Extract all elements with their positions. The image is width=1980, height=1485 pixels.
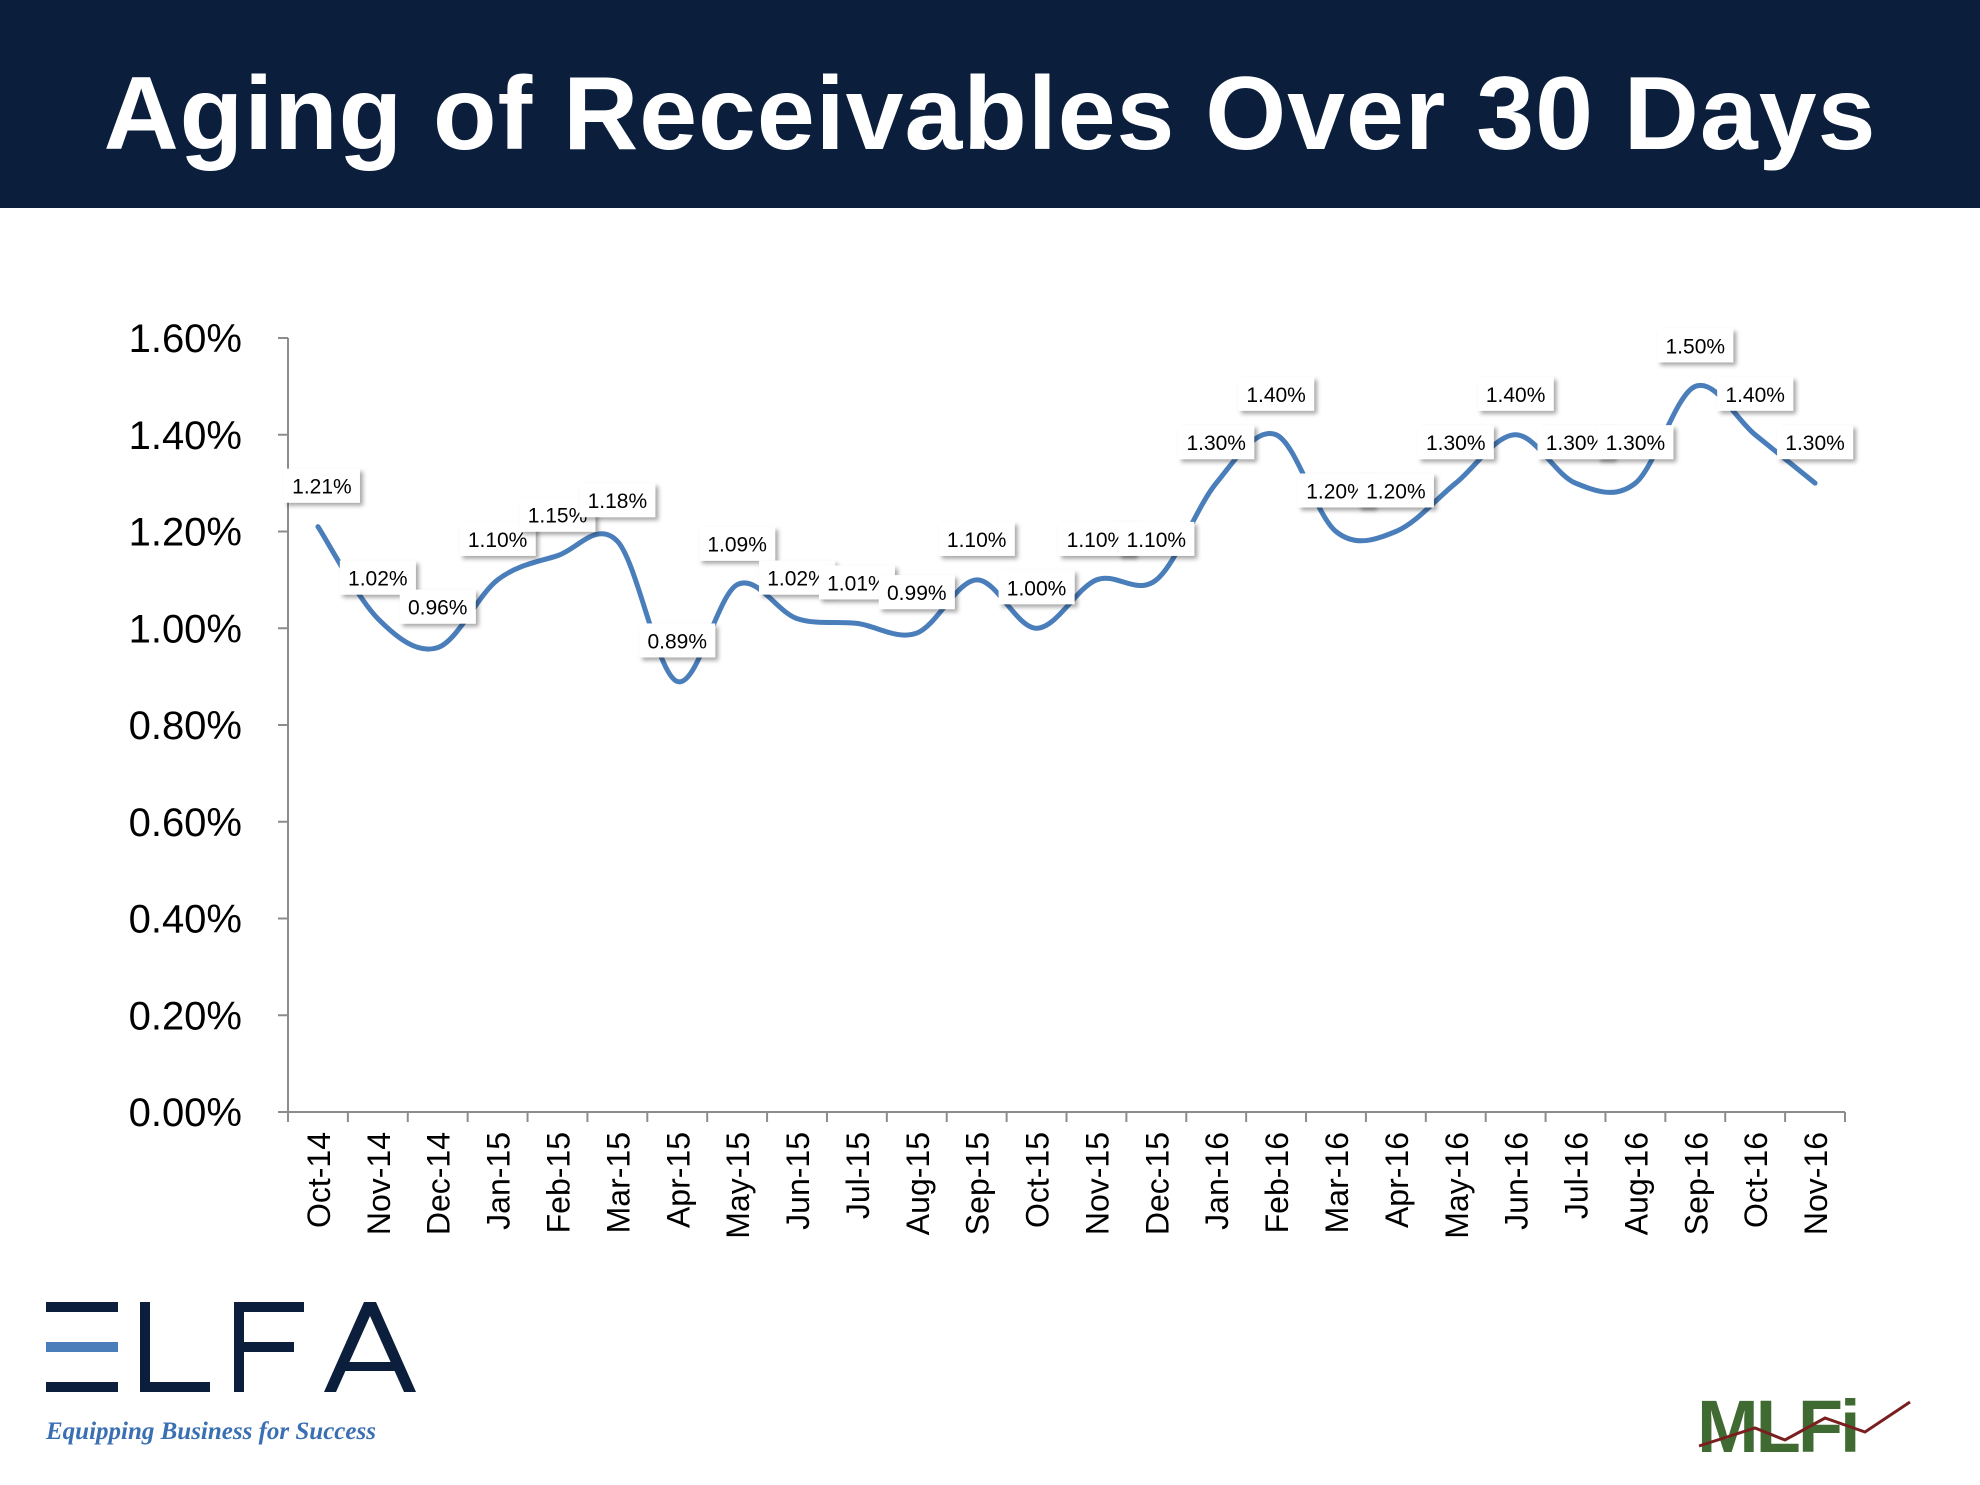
x-tick-label: Apr-16 [1379, 1132, 1415, 1228]
page-title: Aging of Receivables Over 30 Days [103, 55, 1877, 172]
x-tick-label: Dec-14 [421, 1132, 457, 1235]
data-label: 1.09% [707, 534, 767, 557]
x-tick-label: Mar-16 [1319, 1132, 1355, 1233]
data-label: 1.30% [1785, 432, 1845, 455]
data-label: 1.50% [1666, 335, 1726, 358]
data-label: 0.96% [408, 597, 468, 620]
data-label: 1.20% [1366, 481, 1426, 504]
data-label-box [1717, 376, 1794, 411]
data-label: 1.10% [1127, 529, 1187, 552]
data-label-box [1118, 521, 1195, 556]
x-tick-label: Mar-15 [600, 1132, 636, 1233]
x-tick-label: Nov-14 [361, 1132, 397, 1235]
x-tick-label: Jul-16 [1559, 1132, 1595, 1219]
data-label: 1.15% [528, 505, 588, 528]
data-label: 1.30% [1606, 432, 1666, 455]
data-label: 0.99% [887, 582, 947, 605]
y-tick-label: 0.60% [129, 801, 242, 845]
x-tick-label: Aug-16 [1618, 1132, 1654, 1235]
x-tick-label: Aug-15 [900, 1132, 936, 1235]
data-label: 1.40% [1725, 384, 1785, 407]
x-tick-label: Jun-16 [1499, 1132, 1535, 1230]
data-label: 0.89% [647, 630, 707, 653]
x-tick-label: Oct-15 [1020, 1132, 1056, 1228]
x-tick-label: Jan-15 [481, 1132, 517, 1230]
data-label-box [579, 483, 656, 518]
data-label-box [998, 570, 1075, 605]
data-label-box [1597, 425, 1674, 460]
data-label: 1.18% [588, 490, 648, 513]
data-label: 1.30% [1426, 432, 1486, 455]
x-tick-label: Sep-16 [1678, 1132, 1714, 1235]
y-tick-label: 1.40% [129, 414, 242, 458]
x-tick-label: Oct-14 [301, 1132, 337, 1228]
data-label-box [1357, 473, 1434, 508]
x-tick-label: May-15 [720, 1132, 756, 1239]
elfa-tagline: Equipping Business for Success [46, 1418, 376, 1445]
y-tick-label: 1.20% [129, 511, 242, 555]
data-label-box [938, 521, 1015, 556]
y-tick-label: 0.20% [129, 994, 242, 1038]
svg-text:MLFi: MLFi [1697, 1388, 1858, 1460]
data-label: 1.02% [348, 568, 408, 591]
x-tick-label: Nov-15 [1079, 1132, 1115, 1235]
data-label-box [1238, 376, 1315, 411]
data-label-box [1477, 376, 1554, 411]
x-tick-label: May-16 [1439, 1132, 1475, 1239]
x-tick-label: Oct-16 [1738, 1132, 1774, 1228]
y-tick-label: 1.00% [129, 607, 242, 651]
x-tick-label: Apr-15 [660, 1132, 696, 1228]
data-label-box [1657, 328, 1734, 363]
data-label: 1.10% [1067, 529, 1127, 552]
data-label: 1.40% [1486, 384, 1546, 407]
data-label-box [1178, 425, 1255, 460]
data-label-box [699, 526, 776, 561]
data-label-box [399, 589, 476, 624]
mlfi-logo: MLFi [1697, 1388, 1911, 1460]
data-label-box [339, 560, 416, 595]
data-label: 1.30% [1546, 432, 1606, 455]
elfa-logo [46, 1302, 416, 1392]
data-label: 1.10% [468, 529, 528, 552]
data-label: 1.40% [1246, 384, 1306, 407]
data-label-box [639, 623, 716, 658]
data-label: 1.10% [947, 529, 1007, 552]
series-line [315, 382, 1818, 684]
x-tick-label: Nov-16 [1798, 1132, 1834, 1235]
x-tick-label: Feb-15 [540, 1132, 576, 1233]
data-label-box [1417, 425, 1494, 460]
y-tick-label: 0.00% [129, 1091, 242, 1135]
data-label: 1.01% [827, 572, 887, 595]
data-label: 1.30% [1186, 432, 1246, 455]
y-tick-label: 1.60% [129, 317, 242, 361]
x-tick-label: Feb-16 [1259, 1132, 1295, 1233]
x-tick-label: Jan-16 [1199, 1132, 1235, 1230]
data-label: 1.21% [292, 476, 352, 499]
x-tick-label: Sep-15 [960, 1132, 996, 1235]
x-tick-label: Jul-15 [840, 1132, 876, 1219]
x-tick-label: Jun-15 [780, 1132, 816, 1230]
x-tick-label: Dec-15 [1139, 1132, 1175, 1235]
data-label: 1.20% [1306, 481, 1366, 504]
data-label-box [1777, 425, 1854, 460]
data-label: 1.00% [1007, 577, 1067, 600]
data-label: 1.02% [767, 568, 827, 591]
y-tick-label: 0.40% [129, 898, 242, 942]
line-chart: 0.00% 0.20% 0.40% 0.60% 0.80% 1.00% 1.20% 1.40%… [129, 317, 1854, 1239]
y-tick-label: 0.80% [129, 704, 242, 748]
data-label-box [878, 575, 955, 610]
data-label-box [283, 468, 360, 503]
title-bar: Aging of Receivables Over 30 Days [0, 0, 1980, 208]
